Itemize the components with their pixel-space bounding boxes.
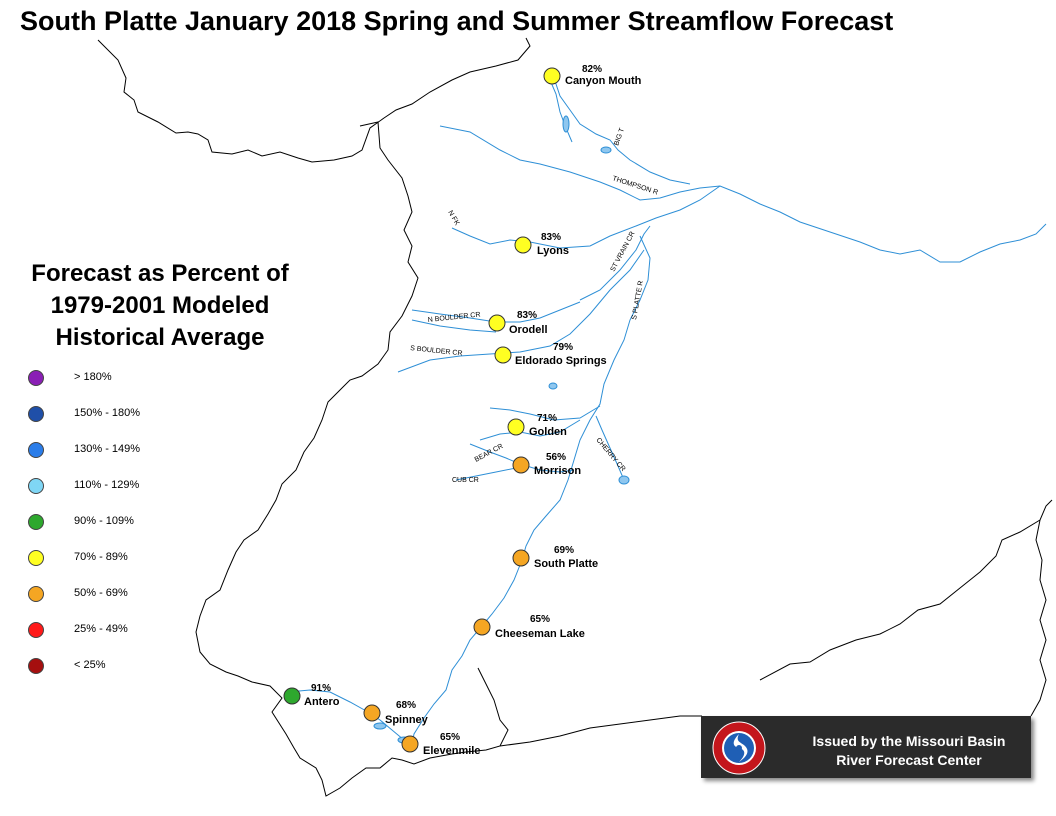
lake-canyon [562, 115, 570, 133]
river-boulder-n [411, 301, 581, 323]
station-percent: 69% [554, 545, 574, 556]
lake-cherry [618, 475, 630, 485]
river-south-platte-upper [411, 235, 651, 745]
station-percent: 65% [440, 732, 460, 743]
legend-title: Forecast as Percent of 1979-2001 Modeled… [10, 258, 310, 354]
station-percent: 83% [541, 232, 561, 243]
lake-spinney [373, 722, 387, 730]
issuer-text: Issued by the Missouri Basin River Forec… [791, 732, 1027, 770]
lake-north [600, 146, 612, 154]
station-percent: 79% [553, 342, 573, 353]
station-marker [514, 236, 532, 254]
legend-label: < 25% [74, 659, 106, 671]
legend-label: 110% - 129% [74, 479, 140, 491]
station-percent: 56% [546, 452, 566, 463]
legend-title-line: Historical Average [55, 324, 265, 351]
legend-swatch [28, 478, 44, 494]
boundary-line-north [97, 37, 531, 163]
river-golden-2 [479, 419, 581, 441]
station-marker [363, 704, 381, 722]
station-name: Elevenmile [423, 745, 480, 757]
station-marker [488, 314, 506, 332]
station-marker [507, 418, 525, 436]
legend-swatch [28, 442, 44, 458]
river-boulder-n2 [411, 319, 497, 333]
legend-item: 90% - 109% [28, 512, 228, 532]
legend-item: 130% - 149% [28, 440, 228, 460]
station-percent: 68% [396, 700, 416, 711]
river-canyon [549, 79, 573, 143]
legend-label: 25% - 49% [74, 623, 128, 635]
legend-item: 110% - 129% [28, 476, 228, 496]
station-name: Golden [529, 426, 567, 438]
station-marker [401, 735, 419, 753]
river-label-cub: CUB CR [452, 477, 479, 484]
legend-item: 70% - 89% [28, 548, 228, 568]
station-percent: 83% [517, 310, 537, 321]
legend-title-line: 1979-2001 Modeled [50, 292, 270, 319]
issuer-line: Issued by the Missouri Basin [812, 733, 1006, 749]
station-layer: 82%Canyon Mouth 83% Lyons 83% Orodell 79% Eldo… [283, 64, 642, 757]
river-golden [489, 405, 601, 421]
legend-label: 130% - 149% [74, 443, 141, 455]
legend-title-line: Forecast as Percent of [31, 260, 289, 287]
legend-swatch [28, 370, 44, 386]
station-marker [473, 618, 491, 636]
boundary-line-east [499, 499, 1053, 747]
page-title: South Platte January 2018 Spring and Sum… [20, 6, 894, 36]
station-name: Lyons [537, 245, 569, 257]
legend-item: > 180% [28, 368, 228, 388]
legend-item: 150% - 180% [28, 404, 228, 424]
river-cub [455, 467, 517, 481]
station-name: Canyon Mouth [565, 75, 642, 87]
station-percent: 91% [311, 683, 331, 694]
station-marker [283, 687, 301, 705]
lake-eldorado [548, 382, 558, 390]
legend-item: 25% - 49% [28, 620, 228, 640]
station-percent: 71% [537, 413, 557, 424]
station-marker [543, 67, 561, 85]
river-north-fork [553, 77, 691, 185]
river-st-vrain-low [579, 225, 651, 301]
station-name: Orodell [509, 324, 548, 336]
legend-label: > 180% [74, 371, 112, 383]
station-name: Cheeseman Lake [495, 628, 585, 640]
river-big-thompson [439, 125, 1047, 263]
legend-item: 50% - 69% [28, 584, 228, 604]
station-name: Eldorado Springs [515, 355, 607, 367]
basin-boundary [195, 121, 509, 797]
river-boulder-s [397, 249, 645, 373]
issuer-line: River Forecast Center [836, 752, 982, 768]
legend-swatch [28, 514, 44, 530]
river-st-vrain [451, 185, 721, 249]
station-name: South Platte [534, 558, 598, 570]
legend-swatch [28, 658, 44, 674]
legend-item: < 25% [28, 656, 228, 676]
station-percent: 65% [530, 614, 550, 625]
station-marker [512, 456, 530, 474]
legend-label: 90% - 109% [74, 515, 134, 527]
legend-swatch [28, 550, 44, 566]
legend-label: 70% - 89% [74, 551, 128, 563]
station-percent: 82% [582, 64, 602, 75]
legend-label: 50% - 69% [74, 587, 128, 599]
station-marker [494, 346, 512, 364]
legend-swatch [28, 622, 44, 638]
issuer-badge: Issued by the Missouri Basin River Forec… [701, 716, 1031, 778]
station-name: Spinney [385, 714, 429, 726]
legend-swatch [28, 586, 44, 602]
legend-label: 150% - 180% [74, 407, 141, 419]
station-name: Morrison [534, 465, 581, 477]
station-name: Antero [304, 696, 340, 708]
station-marker [512, 549, 530, 567]
nws-logo-icon [712, 721, 766, 775]
legend-swatch [28, 406, 44, 422]
river-cherry [595, 415, 625, 481]
